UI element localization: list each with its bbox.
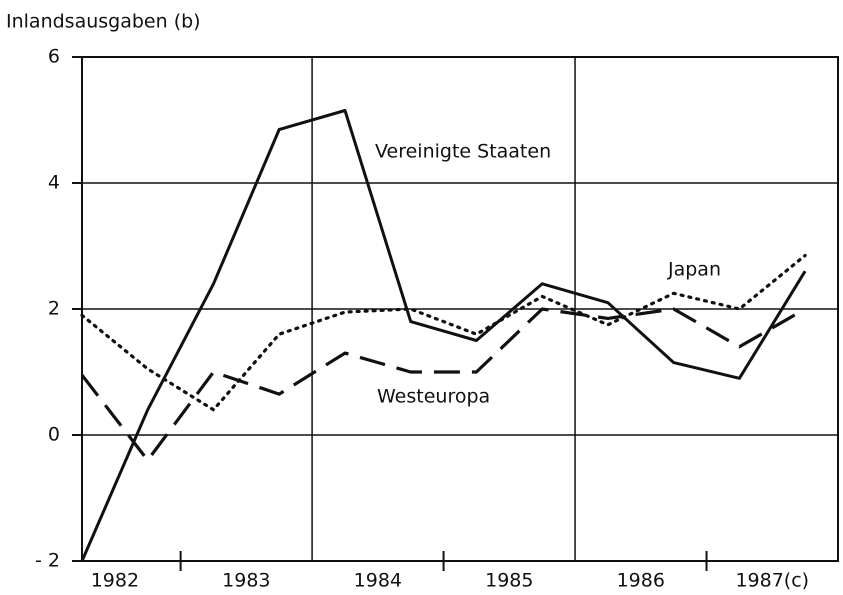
- series-label-bg: [664, 256, 725, 284]
- series-label: Westeuropa: [377, 386, 490, 408]
- series-line: [80, 307, 806, 462]
- y-tick-label: 2: [48, 298, 60, 320]
- x-tick-label: 1987(c): [735, 570, 809, 592]
- x-tick-label: 1985: [485, 570, 533, 592]
- series-label: Japan: [667, 259, 721, 281]
- series-line: [80, 109, 807, 562]
- series-label: Vereinigte Staaten: [375, 141, 551, 163]
- series-label-bg: [373, 383, 495, 411]
- x-tick-label: 1986: [617, 570, 665, 592]
- series-label-bg: [371, 138, 556, 166]
- series-line: [80, 253, 807, 412]
- x-tick-label: 1983: [222, 570, 270, 592]
- y-tick-label: 0: [48, 424, 60, 446]
- x-tick-label: 1984: [354, 570, 402, 592]
- chart-title: Inlandsausgaben (b): [6, 11, 201, 33]
- y-tick-label: - 2: [35, 550, 60, 572]
- y-tick-label: 6: [48, 46, 60, 68]
- y-tick-label: 4: [48, 172, 60, 194]
- x-tick-label: 1982: [91, 570, 139, 592]
